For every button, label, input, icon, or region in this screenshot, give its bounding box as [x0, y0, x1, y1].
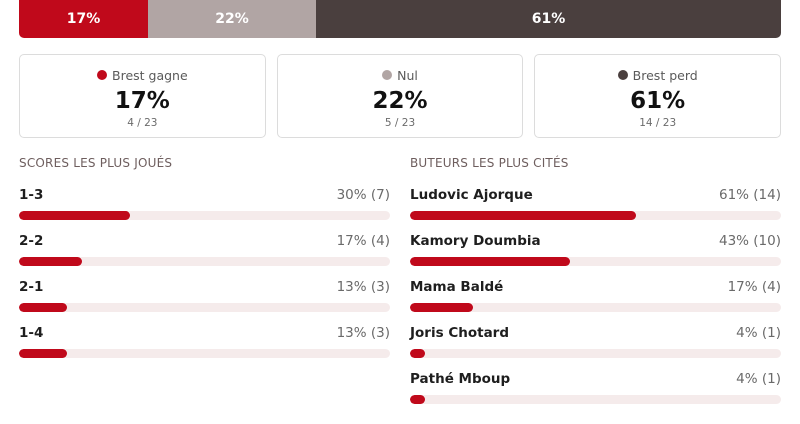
- scorer-value: 4% (1): [736, 325, 781, 341]
- score-row: 1-4 13% (3): [19, 325, 390, 371]
- card-percentage: 22%: [372, 88, 428, 114]
- scorer-row: Pathé Mboup 4% (1): [410, 371, 781, 417]
- scorer-name: Ludovic Ajorque: [410, 187, 533, 203]
- scorer-bar-fill: [410, 211, 637, 220]
- scorer-bar-track: [410, 395, 781, 404]
- scorer-value: 61% (14): [718, 187, 781, 203]
- card-nul: Nul 22% 5 / 23: [276, 54, 524, 138]
- score-label: 2-2: [19, 233, 44, 249]
- scorer-row: Mama Baldé 17% (4): [410, 279, 781, 325]
- scores-section: SCORES LES PLUS JOUÉS 1-3 30% (7) 2-2 17…: [19, 156, 390, 371]
- score-bar-track: [19, 257, 390, 266]
- score-value: 13% (3): [336, 325, 390, 341]
- draw-segment: 22%: [148, 0, 316, 38]
- scorer-bar-fill: [410, 257, 570, 266]
- scorers-section: BUTEURS LES PLUS CITÉS Ludovic Ajorque 6…: [410, 156, 781, 417]
- scores-title: SCORES LES PLUS JOUÉS: [19, 156, 173, 170]
- score-bar-fill: [19, 257, 83, 266]
- score-row: 2-2 17% (4): [19, 233, 390, 279]
- score-label: 2-1: [19, 279, 44, 295]
- scorer-row: Ludovic Ajorque 61% (14): [410, 187, 781, 233]
- score-bar-fill: [19, 303, 68, 312]
- card-brest-gagne: Brest gagne 17% 4 / 23: [19, 54, 266, 138]
- score-bar-track: [19, 349, 390, 358]
- scorer-name: Mama Baldé: [410, 279, 504, 295]
- score-label: 1-4: [19, 325, 44, 341]
- card-count: 5 / 23: [384, 117, 416, 129]
- card-label: Brest gagne: [112, 67, 188, 83]
- score-value: 13% (3): [336, 279, 390, 295]
- scorer-value: 4% (1): [736, 371, 781, 387]
- score-label: 1-3: [19, 187, 44, 203]
- scorer-bar-track: [410, 303, 781, 312]
- scorer-bar-fill: [410, 349, 425, 358]
- scorer-name: Joris Chotard: [410, 325, 509, 341]
- card-percentage: 61%: [630, 88, 686, 114]
- score-bar-track: [19, 211, 390, 220]
- score-bar-fill: [19, 211, 131, 220]
- win-segment: 17%: [19, 0, 148, 38]
- draw-segment-label: 22%: [215, 11, 249, 27]
- score-bar-fill: [19, 349, 68, 358]
- lose-segment: 61%: [316, 0, 781, 38]
- scorers-title: BUTEURS LES PLUS CITÉS: [410, 156, 569, 170]
- scorer-name: Pathé Mboup: [410, 371, 511, 387]
- card-count: 14 / 23: [639, 117, 677, 129]
- result-distribution-bar: 17% 22% 61%: [19, 0, 781, 38]
- card-label: Nul: [397, 67, 418, 83]
- score-bar-track: [19, 303, 390, 312]
- card-percentage: 17%: [114, 88, 170, 114]
- scorer-bar-track: [410, 257, 781, 266]
- lose-segment-label: 61%: [531, 11, 566, 27]
- win-dot-icon: [97, 70, 107, 80]
- score-row: 2-1 13% (3): [19, 279, 390, 325]
- scorer-bar-track: [410, 349, 781, 358]
- scorer-row: Joris Chotard 4% (1): [410, 325, 781, 371]
- scorer-bar-fill: [410, 303, 474, 312]
- scorer-row: Kamory Doumbia 43% (10): [410, 233, 781, 279]
- result-cards: Brest gagne 17% 4 / 23 Nul 22% 5 / 23 Br…: [19, 54, 782, 138]
- scorer-name: Kamory Doumbia: [410, 233, 541, 249]
- card-brest-perd: Brest perd 61% 14 / 23: [534, 54, 782, 138]
- card-label: Brest perd: [632, 67, 698, 83]
- win-segment-label: 17%: [66, 11, 101, 27]
- scorer-value: 17% (4): [727, 279, 781, 295]
- card-count: 4 / 23: [127, 117, 158, 129]
- lose-dot-icon: [617, 70, 628, 80]
- score-value: 17% (4): [336, 233, 390, 249]
- draw-dot-icon: [382, 70, 393, 80]
- scorer-bar-track: [410, 211, 781, 220]
- scorer-value: 43% (10): [718, 233, 781, 249]
- scorer-bar-fill: [410, 395, 425, 404]
- score-row: 1-3 30% (7): [19, 187, 390, 233]
- score-value: 30% (7): [336, 187, 390, 203]
